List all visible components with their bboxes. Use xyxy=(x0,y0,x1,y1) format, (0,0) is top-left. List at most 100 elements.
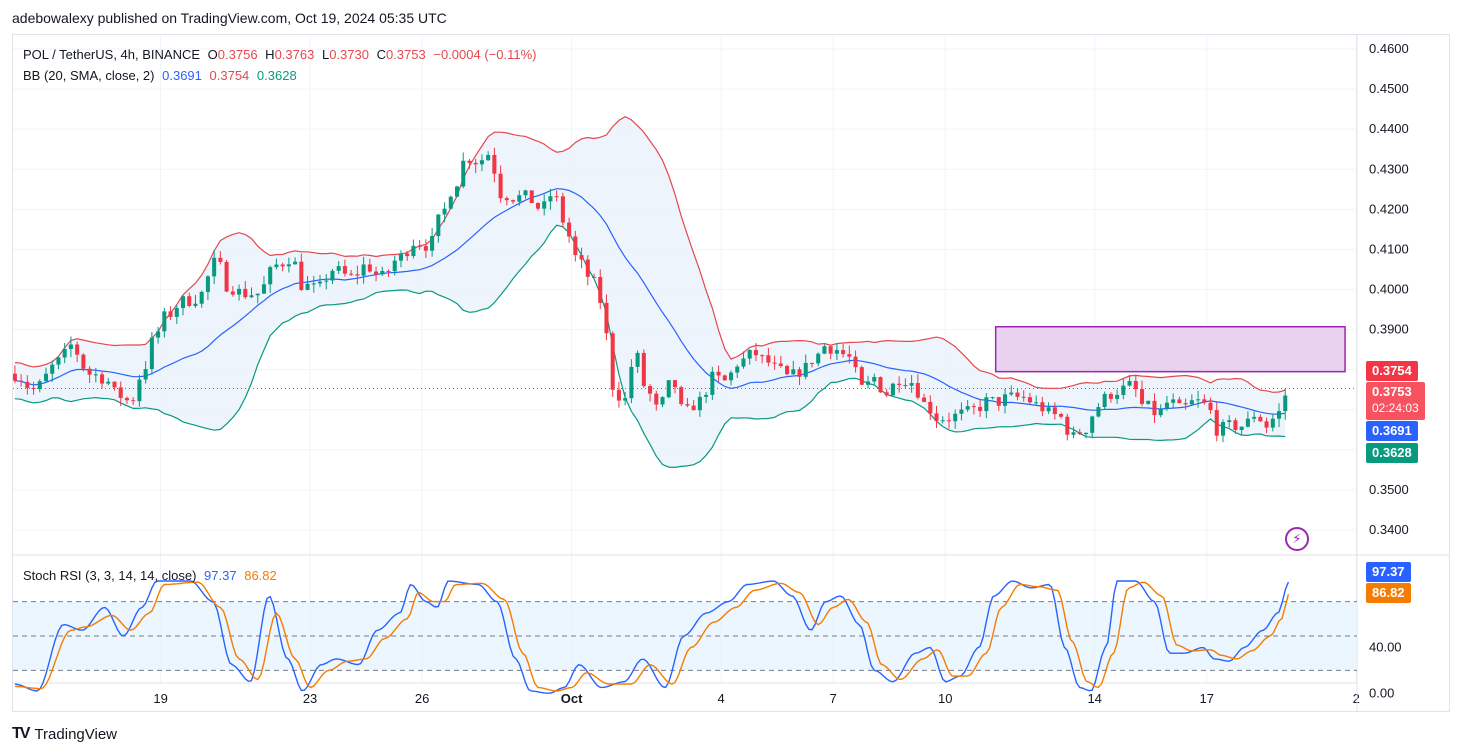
candle-body xyxy=(641,352,646,387)
chart-canvas[interactable]: 0.4600 0.4500 0.4400 0.4300 0.4200 0.4100 0.40… xyxy=(13,35,1450,712)
candle-body xyxy=(299,261,304,290)
candle-body xyxy=(25,381,30,388)
candle-body xyxy=(903,384,908,386)
candle-body xyxy=(280,264,285,267)
candle-body xyxy=(268,267,273,285)
candle-body xyxy=(1040,402,1045,412)
time-axis-tick: 17 xyxy=(1200,691,1214,706)
time-axis-tick: Oct xyxy=(561,691,583,706)
candle-body xyxy=(56,357,61,365)
stoch-axis-tick: 0.00 xyxy=(1369,685,1394,700)
candle-body xyxy=(1108,393,1113,399)
stoch-legend: Stoch RSI (3, 3, 14, 14, close) 97.37 86… xyxy=(23,568,281,583)
candle-body xyxy=(398,253,403,261)
candle-body xyxy=(1214,410,1219,436)
close-label: C xyxy=(376,47,386,62)
candle-body xyxy=(212,257,217,277)
change-value: −0.0004 (−0.11%) xyxy=(433,47,537,62)
candle-body xyxy=(629,366,634,399)
candle-body xyxy=(118,387,123,398)
candle-body xyxy=(1071,432,1076,435)
candle-body xyxy=(809,362,815,364)
candle-body xyxy=(604,302,609,334)
candle-body xyxy=(392,260,397,272)
stoch-k-line xyxy=(14,580,1290,694)
candle-body xyxy=(529,190,534,204)
price-axis-tick: 0.4500 xyxy=(1369,81,1409,96)
candle-body xyxy=(778,363,783,367)
stoch-k-tag: 97.37 xyxy=(1366,562,1411,582)
candle-body xyxy=(205,276,210,292)
candle-body xyxy=(180,296,186,309)
candle-body xyxy=(884,392,889,396)
candle-body xyxy=(672,380,677,388)
candle-body xyxy=(1065,416,1070,435)
publisher-line: adebowalexy published on TradingView.com… xyxy=(12,10,447,26)
candle-body xyxy=(423,246,428,251)
candle-body xyxy=(1152,400,1157,416)
candle-body xyxy=(965,406,970,410)
candle-body xyxy=(722,375,727,381)
candle-body xyxy=(504,198,509,201)
candle-body xyxy=(230,291,235,295)
candle-body xyxy=(112,381,117,388)
candle-body xyxy=(50,364,55,374)
footer-brand-text: TradingView xyxy=(34,725,117,743)
candle-body xyxy=(193,303,198,306)
candle-body xyxy=(859,367,864,385)
candle-body xyxy=(1283,395,1288,412)
lightning-bolt-icon[interactable]: ⚡ xyxy=(1285,527,1309,551)
bb-basis-line xyxy=(14,188,1286,415)
candle-body xyxy=(1090,416,1095,433)
candle-body xyxy=(953,413,958,422)
candle-body xyxy=(735,366,740,373)
candle-body xyxy=(772,362,777,364)
candle-body xyxy=(1059,413,1064,417)
bb-upper-line xyxy=(14,116,1286,393)
candle-body xyxy=(436,214,441,237)
candle-body xyxy=(430,236,435,251)
candle-body xyxy=(106,381,111,384)
candle-body xyxy=(679,387,684,405)
candle-body xyxy=(878,377,883,393)
price-axis-tick: 0.4600 xyxy=(1369,41,1409,56)
candle-body xyxy=(1245,418,1250,427)
candle-body xyxy=(498,173,503,199)
candle-body xyxy=(293,261,298,265)
candle-body xyxy=(567,222,572,237)
candle-body xyxy=(760,355,765,357)
candle-body xyxy=(573,236,578,256)
candle-body xyxy=(417,245,422,247)
resistance-zone xyxy=(994,326,1346,373)
candle-body xyxy=(872,377,877,382)
candle-body xyxy=(249,295,254,298)
candle-body xyxy=(1121,385,1126,395)
candle-body xyxy=(218,257,223,262)
time-axis-tick: 19 xyxy=(153,691,167,706)
candle-body xyxy=(841,350,846,355)
time-axis-tick: 23 xyxy=(303,691,317,706)
candle-body xyxy=(1208,402,1213,411)
candle-body xyxy=(691,405,696,411)
candle-body xyxy=(1227,420,1232,423)
candle-body xyxy=(1003,394,1008,406)
candle-body xyxy=(1252,416,1257,419)
bb-basis-value: 0.3691 xyxy=(162,68,202,83)
candle-body xyxy=(1177,399,1182,404)
candle-body xyxy=(199,291,204,304)
candle-body xyxy=(442,208,447,215)
chart-frame[interactable]: 0.4600 0.4500 0.4400 0.4300 0.4200 0.4100 0.40… xyxy=(12,34,1450,712)
candle-body xyxy=(1264,421,1269,428)
stoch-d-tag: 86.82 xyxy=(1366,583,1411,603)
candle-body xyxy=(585,259,590,277)
candle-body xyxy=(405,253,410,257)
candle-body xyxy=(704,394,709,397)
close-price-tag: 0.3753 02:24:03 xyxy=(1366,382,1425,420)
candle-body xyxy=(37,381,42,390)
candle-body xyxy=(448,196,453,209)
candle-body xyxy=(87,368,92,375)
candle-body xyxy=(1115,394,1120,399)
candle-body xyxy=(753,350,758,356)
low-label: L xyxy=(321,47,330,62)
candle-body xyxy=(411,245,416,257)
